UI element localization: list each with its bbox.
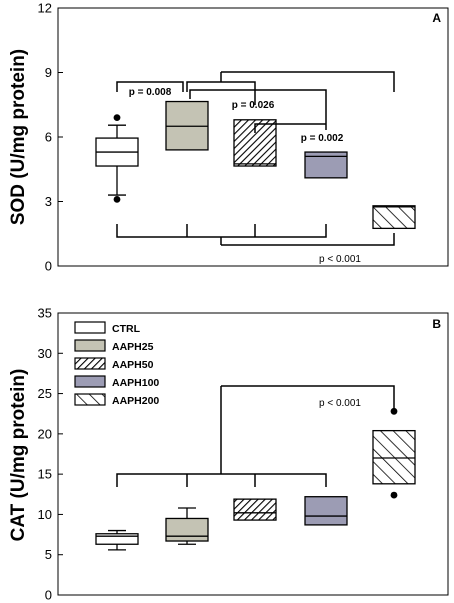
legend-swatch [74, 339, 106, 352]
y-tick-label: 12 [38, 1, 52, 16]
box-aaph25 [165, 100, 209, 151]
legend-item-aaph50: AAPH50 [74, 357, 154, 371]
y-tick-label: 5 [45, 547, 52, 562]
outlier-point [113, 195, 121, 203]
panel-b-frame [57, 312, 449, 596]
legend-label: AAPH100 [112, 377, 159, 389]
p-value-026: p = 0.026 [232, 100, 275, 111]
legend-swatch [74, 321, 106, 334]
legend-item-ctrl: CTRL [74, 321, 141, 335]
boxes-a [95, 100, 416, 230]
y-tick-label: 10 [38, 507, 52, 522]
y-axis-ticks-a: 0 3 6 9 12 [38, 1, 63, 274]
p-value-001-b: p < 0.001 [319, 398, 361, 409]
legend-item-aaph200: AAPH200 [74, 393, 159, 407]
outlier-point [113, 114, 121, 122]
y-tick-label: 9 [45, 65, 52, 80]
box-body [233, 119, 277, 167]
legend-item-aaph100: AAPH100 [74, 375, 159, 389]
y-tick-label: 20 [38, 426, 52, 441]
y-tick-label: 0 [45, 259, 52, 274]
legend-item-aaph25: AAPH25 [74, 339, 154, 353]
box-body [95, 533, 139, 545]
box-ctrl [95, 529, 139, 551]
legend-label: AAPH200 [112, 395, 159, 407]
box-body [233, 498, 277, 521]
boxes-b [95, 407, 416, 551]
p-value-001-a: p < 0.001 [319, 254, 361, 265]
legend-label: AAPH50 [112, 359, 154, 371]
legend-swatch [74, 357, 106, 370]
y-tick-label: 15 [38, 467, 52, 482]
outlier-point [390, 407, 398, 415]
y-tick-label: 3 [45, 194, 52, 209]
outlier-point [390, 491, 398, 499]
legend: CTRL AAPH25 AAPH50 AAPH100 AAPH200 [74, 321, 159, 407]
box-body [165, 517, 209, 542]
y-axis-title-cat: CAT (U/mg protein) [8, 369, 29, 542]
legend-label: CTRL [112, 323, 141, 335]
legend-swatch [74, 393, 106, 406]
box-body [372, 429, 416, 485]
panel-a: A SOD (U/mg protein) 0 3 6 9 12 p = 0.008 p … [8, 1, 449, 274]
box-aaph100 [304, 496, 348, 526]
box-aaph100 [304, 151, 348, 179]
p-value-002: p = 0.002 [301, 133, 344, 144]
panel-b-letter: B [432, 317, 441, 331]
box-body [372, 205, 416, 230]
y-tick-label: 6 [45, 130, 52, 145]
y-tick-label: 35 [38, 306, 52, 321]
legend-swatch [74, 375, 106, 388]
p-value-008: p = 0.008 [129, 87, 172, 98]
y-tick-label: 30 [38, 346, 52, 361]
y-axis-ticks-b: 0 5 10 15 20 25 30 35 [38, 306, 63, 603]
legend-label: AAPH25 [112, 341, 154, 353]
box-aaph25 [165, 507, 209, 545]
y-tick-label: 25 [38, 386, 52, 401]
significance-brackets-b [116, 385, 395, 487]
box-aaph200 [372, 407, 416, 499]
box-aaph200 [372, 205, 416, 230]
y-tick-label: 0 [45, 588, 52, 603]
y-axis-title-sod: SOD (U/mg protein) [8, 49, 29, 225]
box-ctrl [95, 114, 139, 203]
significance-brackets-a [116, 71, 395, 246]
panel-b: B CAT (U/mg protein) 0 5 10 15 20 25 30 35 CTRL… [8, 306, 449, 603]
box-aaph50 [233, 119, 277, 167]
box-aaph50 [233, 498, 277, 521]
panel-a-letter: A [432, 11, 441, 25]
box-body [304, 496, 348, 526]
